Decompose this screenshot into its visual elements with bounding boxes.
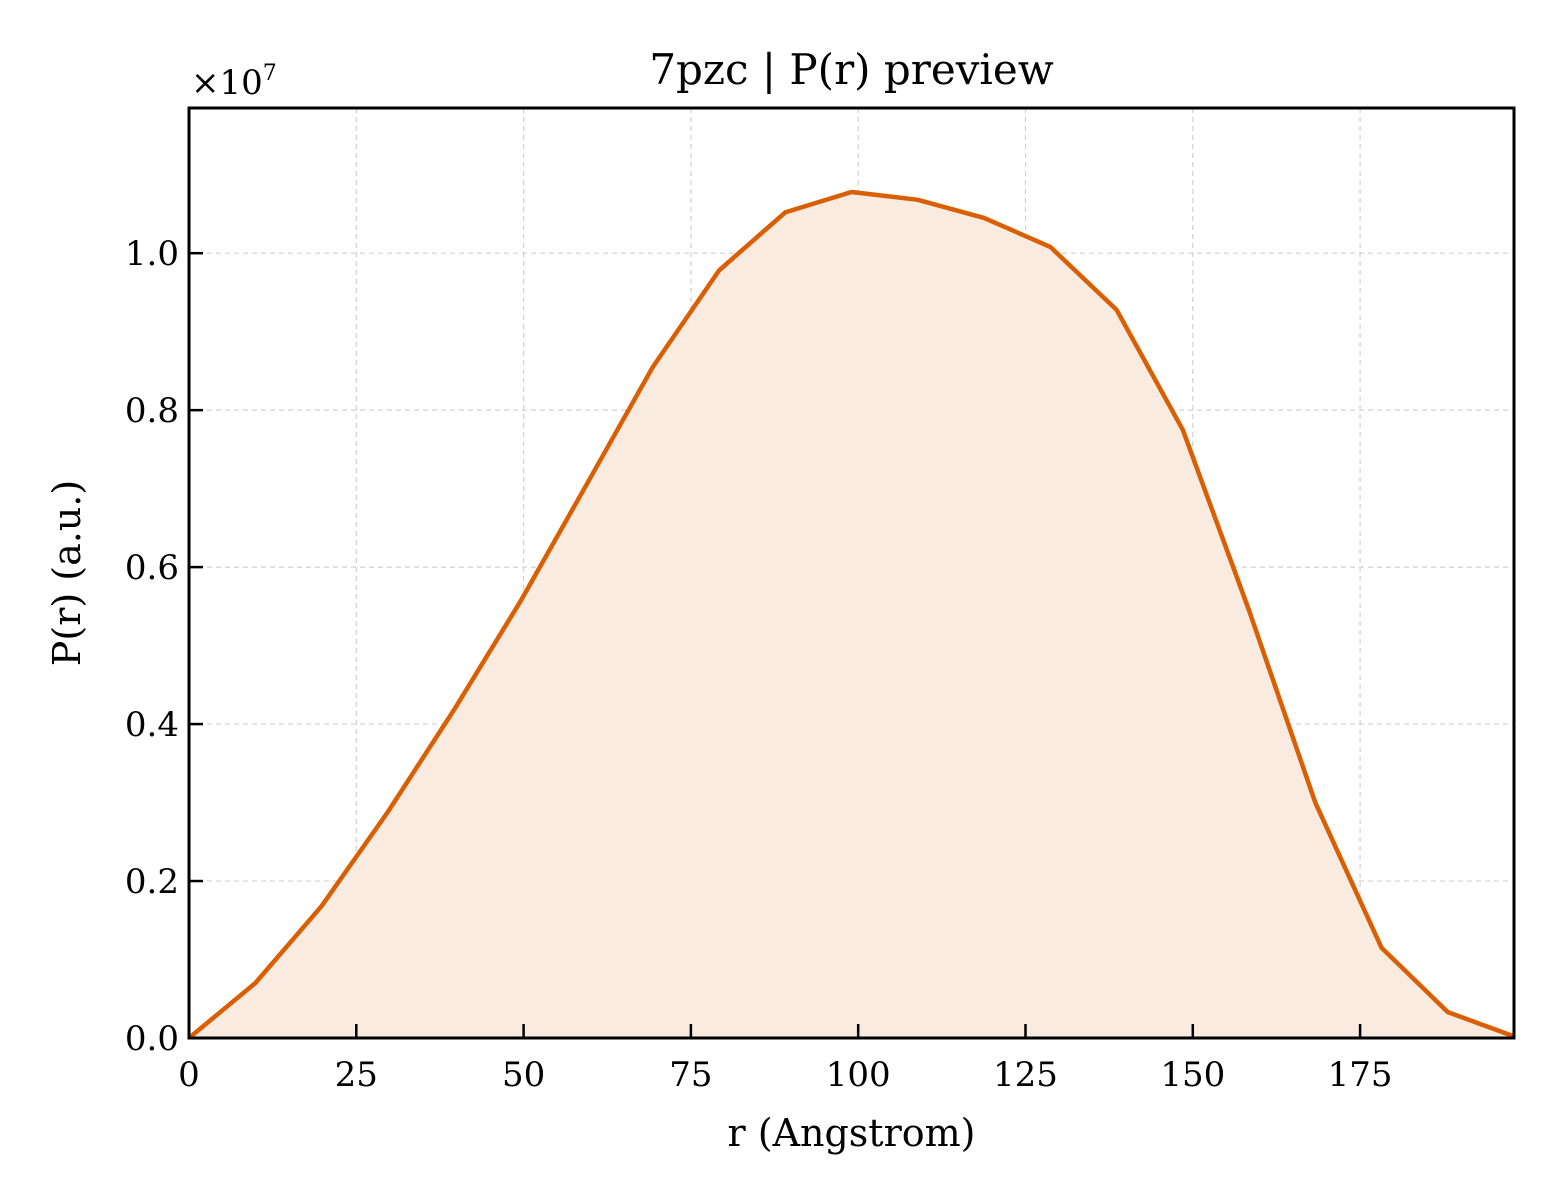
x-tick-label: 75 — [669, 1055, 712, 1095]
x-tick-label: 125 — [993, 1055, 1058, 1095]
y-tick-label: 1.0 — [125, 234, 179, 274]
y-axis-offset-base: ×10 — [191, 63, 263, 103]
pr-area-fill — [189, 192, 1514, 1038]
y-tick-label: 0.4 — [125, 705, 179, 745]
pr-series-line — [187, 189, 1515, 1040]
y-axis-offset-exponent: 7 — [263, 61, 277, 86]
y-axis-offset: ×107 — [191, 61, 277, 103]
x-tick-label: 100 — [826, 1055, 891, 1095]
chart-title: 7pzc | P(r) preview — [649, 45, 1053, 94]
x-axis-label: r (Angstrom) — [728, 1111, 976, 1155]
x-tick-label: 50 — [502, 1055, 545, 1095]
plot-frame — [187, 106, 1516, 1040]
y-tick-label: 0.0 — [125, 1019, 179, 1059]
x-tick-label: 150 — [1160, 1055, 1225, 1095]
x-tick-label: 25 — [335, 1055, 378, 1095]
y-tick-label: 0.2 — [125, 862, 179, 902]
x-tick-label: 0 — [178, 1055, 200, 1095]
y-tick-label: 0.8 — [125, 391, 179, 431]
y-tick-label: 0.6 — [125, 548, 179, 588]
y-axis-label: P(r) (a.u.) — [45, 480, 89, 666]
x-tick-label: 175 — [1328, 1055, 1393, 1095]
axis-ticks: 0 25 50 75 100 125 150 175 0.0 0.2 0.4 0.6 0.8 1.0 — [125, 234, 1393, 1095]
